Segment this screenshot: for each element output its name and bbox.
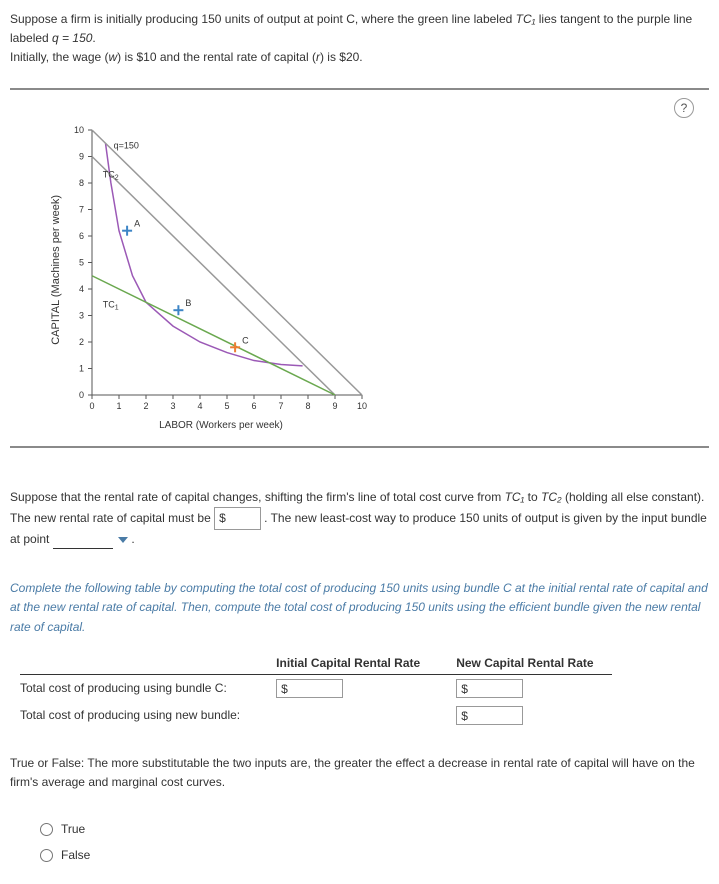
svg-text:8: 8 [79,178,84,188]
svg-text:7: 7 [79,204,84,214]
chart-panel: ? CAPITAL (Machines per week) 0 1 2 3 4 5 6 7 8 9… [10,88,709,448]
svg-text:9: 9 [332,401,337,411]
q1-tc1: TC₁ [505,490,525,504]
help-icon[interactable]: ? [674,98,694,118]
new-bundle-new-input[interactable]: $ [456,706,523,725]
q1-texta: Suppose that the rental rate of capital … [10,490,505,504]
question1-para: Suppose that the rental rate of capital … [10,488,709,550]
intro-tc1: TC₁ [516,12,536,26]
table-instruction: Complete the following table by computin… [10,579,709,637]
table-col3-header: New Capital Rental Rate [438,652,611,675]
svg-text:8: 8 [305,401,310,411]
svg-text:A: A [134,218,140,228]
intro-line1a: Suppose a firm is initially producing 15… [10,12,516,26]
svg-text:10: 10 [74,125,84,135]
point-dropdown[interactable] [118,537,128,543]
tf-question: True or False: The more substitutable th… [10,754,709,792]
bundle-c-initial-input[interactable]: $ [276,679,343,698]
tf-radio-group: True False [40,822,709,862]
svg-text:2: 2 [143,401,148,411]
q1-texte: . [128,532,135,546]
table-row: Total cost of producing using bundle C: … [20,674,612,702]
svg-text:4: 4 [79,284,84,294]
intro-line2a: Initially, the wage ( [10,50,109,64]
svg-text:6: 6 [79,231,84,241]
svg-text:q=150: q=150 [114,140,139,150]
row2-label: Total cost of producing using new bundle… [20,702,258,729]
row1-label: Total cost of producing using bundle C: [20,674,258,702]
svg-text:0: 0 [79,390,84,400]
radio-false-option[interactable]: False [40,848,709,862]
svg-text:7: 7 [278,401,283,411]
svg-text:5: 5 [224,401,229,411]
q1-textb: to [524,490,541,504]
svg-text:4: 4 [197,401,202,411]
new-bundle-new-field[interactable] [468,708,518,723]
intro-w: w [109,50,118,64]
q1-tc2: TC₂ [541,490,562,504]
rental-rate-field[interactable] [226,510,256,525]
svg-text:0: 0 [89,401,94,411]
svg-text:10: 10 [357,401,367,411]
intro-line1c: . [92,31,95,45]
radio-true[interactable] [40,823,53,836]
table-col2-header: Initial Capital Rental Rate [258,652,438,675]
svg-text:3: 3 [79,310,84,320]
svg-text:TC1: TC1 [103,299,119,311]
chart-wrap: CAPITAL (Machines per week) 012345678910… [50,120,699,431]
table-col1-header [20,652,258,675]
chart-svg: 012345678910012345678910q=150TC2TC1ABC [62,120,372,420]
intro-qeq: q = 150 [52,31,92,45]
point-blank [53,548,113,549]
false-label: False [61,848,90,862]
intro-line2b: ) is $10 and the rental rate of capital … [117,50,316,64]
rental-rate-input[interactable]: $ [214,507,261,530]
intro-text: Suppose a firm is initially producing 15… [10,10,709,68]
cost-table: Initial Capital Rental Rate New Capital … [20,652,612,729]
intro-line2c: ) is $20. [320,50,363,64]
true-label: True [61,822,85,836]
svg-text:2: 2 [79,337,84,347]
bundle-c-new-input[interactable]: $ [456,679,523,698]
svg-text:6: 6 [251,401,256,411]
svg-text:3: 3 [170,401,175,411]
svg-text:B: B [185,298,191,308]
svg-text:1: 1 [116,401,121,411]
chart-ylabel: CAPITAL (Machines per week) [50,195,62,345]
radio-true-option[interactable]: True [40,822,709,836]
radio-false[interactable] [40,849,53,862]
svg-text:1: 1 [79,363,84,373]
svg-text:C: C [242,335,249,345]
svg-text:5: 5 [79,257,84,267]
chart-xlabel: LABOR (Workers per week) [66,420,376,431]
bundle-c-initial-field[interactable] [288,681,338,696]
bundle-c-new-field[interactable] [468,681,518,696]
svg-text:9: 9 [79,151,84,161]
table-row: Total cost of producing using new bundle… [20,702,612,729]
